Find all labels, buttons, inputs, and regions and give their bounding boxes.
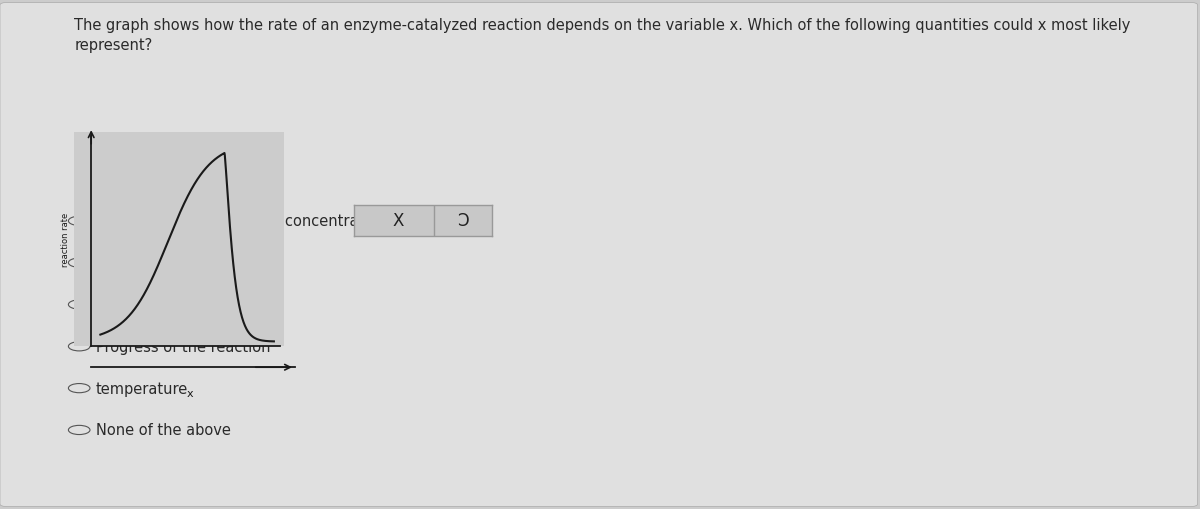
FancyBboxPatch shape <box>0 4 1198 506</box>
Text: energy: energy <box>96 256 148 271</box>
Text: x: x <box>186 388 193 398</box>
Text: temperature: temperature <box>96 381 188 396</box>
Text: enzyme concentration: enzyme concentration <box>96 297 260 313</box>
Text: None of the above: None of the above <box>96 422 230 438</box>
Text: The graph shows how the rate of an enzyme-catalyzed reaction depends on the vari: The graph shows how the rate of an enzym… <box>74 18 1130 52</box>
Text: reaction rate: reaction rate <box>61 212 70 266</box>
Text: Both energy and enzyme concentration: Both energy and enzyme concentration <box>96 214 386 229</box>
Text: X: X <box>392 212 404 230</box>
Text: Progress of the reaction: Progress of the reaction <box>96 339 270 354</box>
Text: Ɔ: Ɔ <box>457 212 469 230</box>
